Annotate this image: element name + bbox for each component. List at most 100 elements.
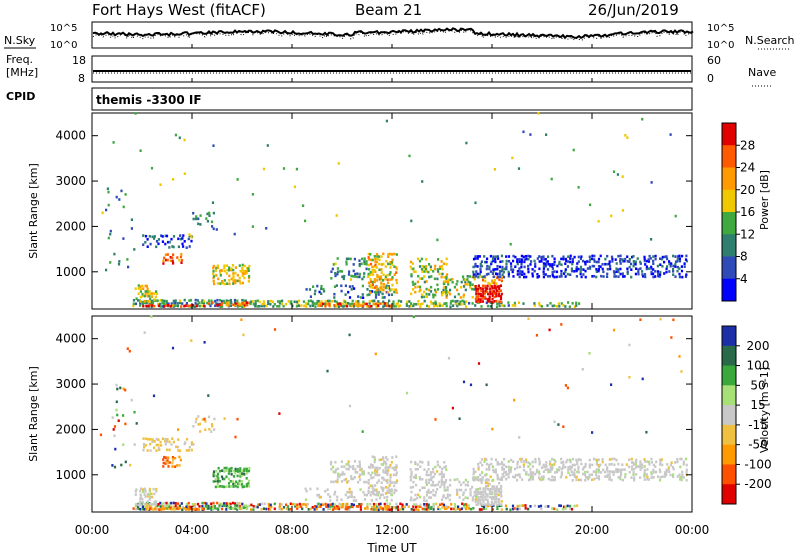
radar-cell bbox=[265, 227, 268, 230]
radar-cell bbox=[362, 490, 365, 494]
radar-cell bbox=[414, 270, 417, 273]
radar-cell bbox=[613, 457, 616, 461]
radar-cell bbox=[262, 167, 266, 171]
radar-cell bbox=[465, 505, 468, 508]
radar-cell bbox=[203, 501, 206, 505]
radar-cell bbox=[327, 493, 330, 496]
radar-cell bbox=[166, 448, 169, 452]
radar-cell bbox=[215, 274, 218, 277]
radar-cell bbox=[157, 446, 160, 450]
radar-cell bbox=[606, 275, 609, 278]
radar-cell bbox=[360, 262, 363, 266]
radar-cell bbox=[619, 267, 622, 271]
radar-cell bbox=[350, 503, 353, 506]
radar-cell bbox=[562, 304, 565, 307]
radar-cell bbox=[241, 301, 244, 305]
radar-cell bbox=[148, 302, 151, 305]
radar-cell bbox=[176, 502, 180, 505]
radar-cell bbox=[443, 466, 446, 469]
radar-cell bbox=[390, 253, 393, 256]
radar-cell bbox=[278, 505, 281, 508]
radar-cell bbox=[158, 508, 161, 511]
radar-cell bbox=[379, 275, 383, 279]
radar-cell bbox=[425, 505, 429, 508]
radar-cell bbox=[439, 485, 442, 489]
radar-cell bbox=[382, 469, 385, 472]
radar-cell bbox=[166, 253, 169, 256]
radar-cell bbox=[236, 467, 240, 471]
radar-cell bbox=[178, 136, 181, 140]
radar-cell bbox=[322, 302, 325, 306]
radar-cell bbox=[558, 275, 561, 278]
radar-cell bbox=[564, 384, 567, 387]
radar-cell bbox=[423, 505, 426, 509]
radar-cell bbox=[377, 493, 380, 497]
radar-cell bbox=[332, 263, 335, 266]
radar-cell bbox=[227, 304, 230, 307]
radar-cell bbox=[647, 260, 651, 263]
radar-cell bbox=[666, 463, 669, 466]
radar-cell bbox=[519, 270, 522, 273]
radar-cell bbox=[244, 301, 247, 305]
radar-cell bbox=[111, 416, 114, 419]
radar-cell bbox=[682, 476, 685, 479]
radar-cell bbox=[437, 270, 440, 273]
radar-cell bbox=[361, 302, 364, 306]
radar-cell bbox=[395, 455, 398, 458]
radar-cell bbox=[366, 305, 369, 308]
radar-cell bbox=[388, 466, 391, 469]
radar-cell bbox=[484, 503, 487, 506]
radar-cell bbox=[477, 487, 480, 491]
radar-cell bbox=[575, 304, 578, 307]
radar-cell bbox=[427, 508, 430, 511]
radar-cell bbox=[246, 301, 249, 304]
radar-cell bbox=[491, 487, 494, 491]
radar-cell bbox=[167, 240, 170, 244]
radar-cell bbox=[412, 304, 415, 308]
radar-cell bbox=[615, 267, 618, 270]
radar-cell bbox=[172, 253, 175, 256]
colorbar-tick-label: 16 bbox=[740, 205, 755, 219]
radar-cell bbox=[438, 465, 441, 469]
radar-cell bbox=[247, 276, 251, 280]
radar-cell bbox=[497, 500, 500, 503]
radar-cell bbox=[213, 428, 216, 431]
radar-cell bbox=[431, 480, 435, 484]
radar-cell bbox=[385, 304, 388, 308]
radar-cell bbox=[623, 259, 626, 263]
radar-cell bbox=[495, 292, 498, 295]
radar-cell bbox=[421, 270, 424, 273]
radar-cell bbox=[475, 270, 478, 273]
radar-cell bbox=[610, 255, 614, 259]
radar-cell bbox=[382, 458, 385, 461]
radar-cell bbox=[650, 270, 653, 274]
radar-cell bbox=[212, 269, 215, 273]
radar-cell bbox=[443, 290, 446, 294]
radar-cell bbox=[165, 258, 168, 262]
radar-cell bbox=[549, 478, 553, 482]
radar-cell bbox=[488, 466, 491, 469]
radar-cell bbox=[394, 468, 398, 471]
radar-cell bbox=[682, 460, 685, 464]
radar-cell bbox=[208, 211, 211, 215]
radar-cell bbox=[425, 478, 428, 482]
radar-cell bbox=[469, 383, 473, 387]
radar-cell bbox=[652, 471, 655, 474]
radar-cell bbox=[385, 502, 388, 506]
radar-cell bbox=[425, 493, 428, 497]
radar-cell bbox=[474, 273, 477, 276]
radar-cell bbox=[336, 480, 339, 484]
radar-cell bbox=[425, 470, 429, 474]
radar-cell bbox=[348, 490, 351, 494]
radar-cell bbox=[434, 288, 437, 292]
radar-cell bbox=[389, 464, 392, 467]
radar-cell bbox=[485, 260, 488, 264]
radar-cell bbox=[676, 460, 679, 464]
radar-cell bbox=[359, 296, 362, 299]
radar-cell bbox=[148, 505, 151, 508]
radar-cell bbox=[207, 504, 210, 508]
radar-cell bbox=[335, 214, 338, 217]
radar-cell bbox=[216, 475, 219, 478]
radar-cell bbox=[628, 375, 631, 379]
radar-cell bbox=[195, 417, 198, 421]
